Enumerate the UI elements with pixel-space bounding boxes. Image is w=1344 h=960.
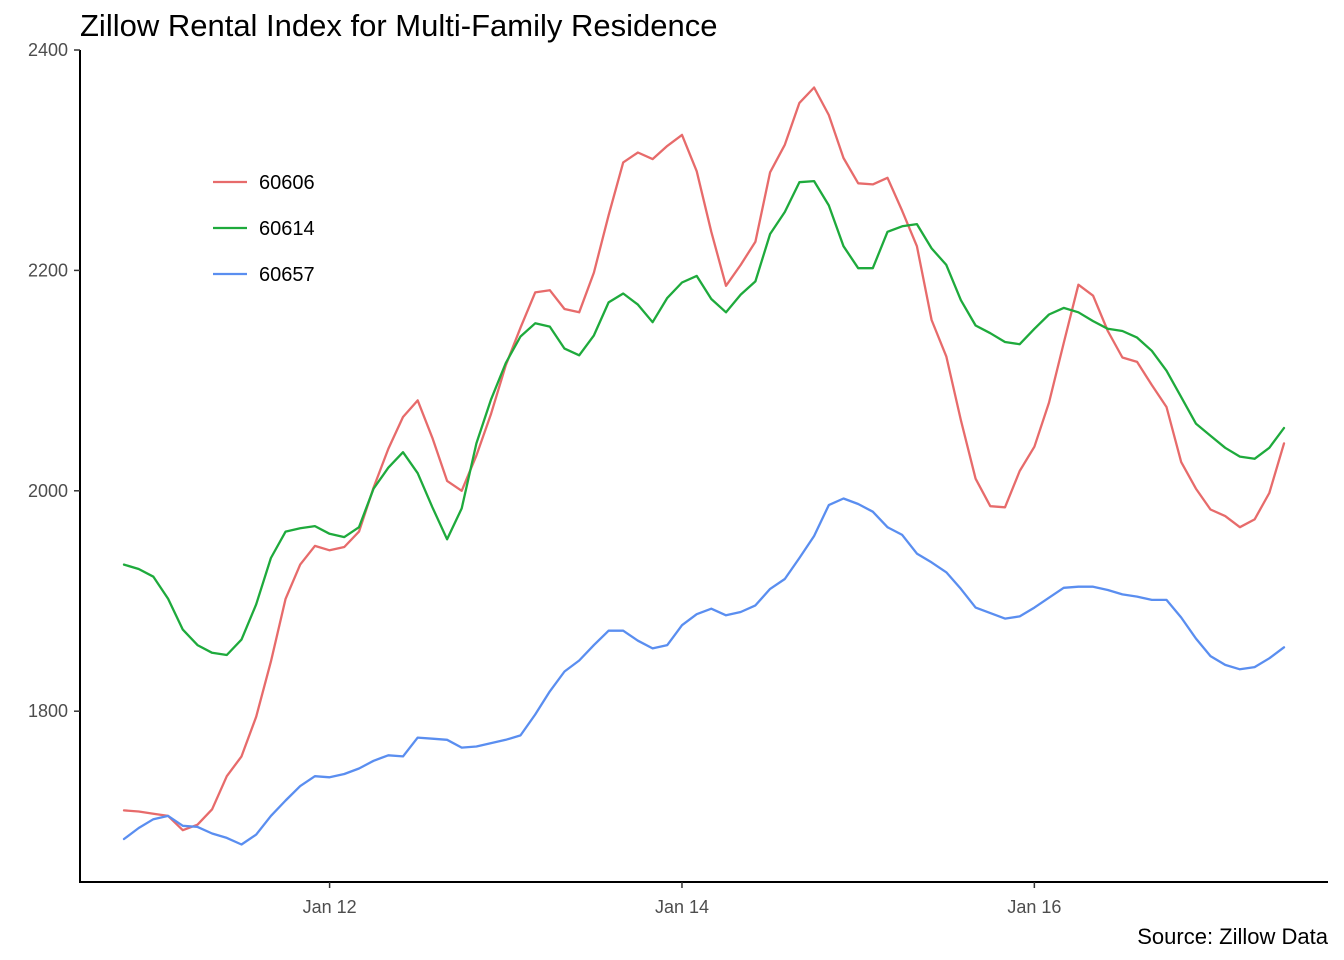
- y-tick-label: 2200: [28, 260, 68, 280]
- series-line-60657: [122, 497, 1286, 846]
- y-tick-label: 2000: [28, 481, 68, 501]
- legend-item-60657: 60657: [213, 264, 315, 286]
- y-tick-label: 2400: [28, 40, 68, 60]
- x-tick-label: Jan 12: [303, 897, 357, 917]
- legend-item-60606: 60606: [213, 172, 315, 194]
- legend-label: 60657: [259, 264, 315, 286]
- y-tick-label: 1800: [28, 701, 68, 721]
- chart-legend: 60606 60614 60657: [213, 172, 315, 286]
- legend-label: 60606: [259, 172, 315, 194]
- series-line-60614: [122, 179, 1286, 657]
- series-line-60606: [122, 86, 1286, 832]
- x-tick-label: Jan 16: [1007, 897, 1061, 917]
- chart-axes: 1800 2000 2200 2400 Jan 12 Jan 14 Jan 16: [28, 40, 1328, 917]
- chart-title: Zillow Rental Index for Multi-Family Res…: [80, 8, 718, 43]
- x-tick-label: Jan 14: [655, 897, 709, 917]
- series-layer: [122, 86, 1286, 846]
- legend-item-60614: 60614: [213, 218, 315, 240]
- source-caption: Source: Zillow Data: [1137, 924, 1328, 949]
- legend-label: 60614: [259, 218, 315, 240]
